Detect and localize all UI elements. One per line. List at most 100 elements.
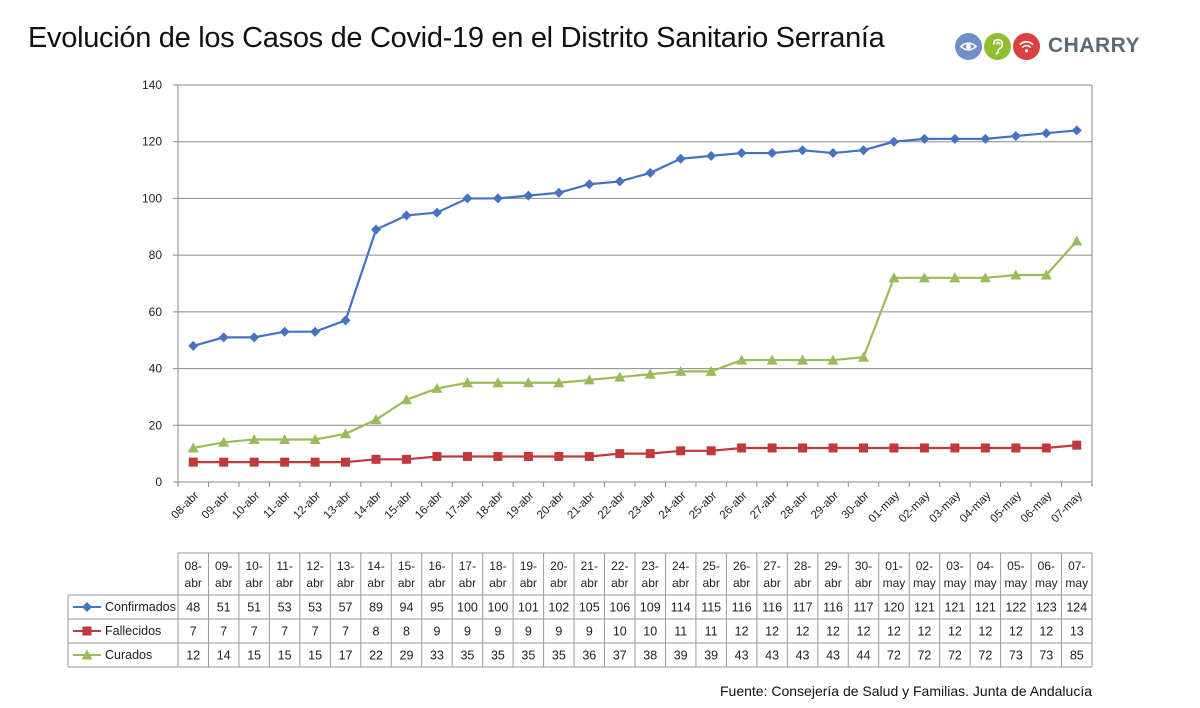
data-point-confirmados <box>553 187 564 198</box>
data-point-confirmados <box>614 176 625 187</box>
data-point-curados <box>675 365 687 376</box>
table-value-confirmados: 53 <box>278 601 292 615</box>
data-point-curados <box>461 377 473 388</box>
x-tick-label: 02-may <box>897 489 933 525</box>
x-tick-label: 03-may <box>927 489 963 525</box>
x-tick-label: 28-abr <box>779 490 811 522</box>
data-point-confirmados <box>1071 125 1082 136</box>
table-value-confirmados: 100 <box>457 601 478 615</box>
table-header-cell: 06- <box>1038 559 1055 573</box>
table-header-cell: 02- <box>916 559 933 573</box>
table-value-curados: 73 <box>1039 649 1053 663</box>
y-tick-label: 140 <box>142 78 162 92</box>
x-tick-label: 12-abr <box>291 490 323 522</box>
data-point-fallecidos <box>432 451 442 461</box>
x-tick-label: 22-abr <box>596 490 628 522</box>
y-tick-label: 20 <box>149 418 163 432</box>
table-header-cell: abr <box>215 576 232 590</box>
data-point-confirmados <box>828 148 839 159</box>
table-header-cell: 29- <box>824 559 841 573</box>
data-point-fallecidos <box>737 443 747 453</box>
table-value-confirmados: 117 <box>793 601 813 615</box>
series-line-curados <box>193 240 1078 450</box>
table-value-curados: 39 <box>674 649 688 663</box>
data-point-curados <box>614 371 626 382</box>
data-point-fallecidos <box>341 457 351 467</box>
data-point-fallecidos <box>523 451 533 461</box>
table-value-fallecidos: 12 <box>978 625 992 639</box>
x-tick-label: 25-abr <box>687 490 719 522</box>
y-tick-label: 100 <box>142 191 162 205</box>
data-point-curados <box>248 433 260 444</box>
x-tick-label: 13-abr <box>322 490 354 522</box>
table-value-fallecidos: 10 <box>643 625 657 639</box>
legend-label-fallecidos: Fallecidos <box>105 624 161 638</box>
table-header-cell: may <box>883 576 906 590</box>
table-value-curados: 15 <box>308 649 322 663</box>
table-value-fallecidos: 11 <box>674 625 687 639</box>
table-value-fallecidos: 7 <box>281 625 288 639</box>
table-value-curados: 73 <box>1009 649 1023 663</box>
data-point-fallecidos <box>980 443 990 453</box>
table-value-curados: 72 <box>887 649 901 663</box>
data-point-fallecidos <box>767 443 777 453</box>
table-value-curados: 33 <box>430 649 444 663</box>
table-header-cell: abr <box>367 576 384 590</box>
table-value-confirmados: 121 <box>975 601 996 615</box>
series-line-confirmados <box>192 129 1077 347</box>
data-point-curados <box>797 354 809 365</box>
brand-logo: CHARRY <box>955 30 1140 62</box>
data-point-confirmados <box>706 150 717 161</box>
data-point-curados <box>1040 269 1052 280</box>
data-point-confirmados <box>767 148 778 159</box>
data-point-confirmados <box>919 133 930 144</box>
x-tick-label: 14-abr <box>352 490 384 522</box>
data-point-curados <box>187 442 199 453</box>
x-tick-label: 24-abr <box>657 490 689 522</box>
table-header-cell: abr <box>550 576 567 590</box>
x-tick-label: 09-abr <box>200 490 232 522</box>
table-value-fallecidos: 12 <box>887 625 901 639</box>
x-tick-label: 15-abr <box>383 490 415 522</box>
data-point-fallecidos <box>402 454 411 464</box>
data-point-fallecidos <box>1011 443 1021 453</box>
table-value-confirmados: 109 <box>640 601 661 615</box>
table-header-cell: 30- <box>855 559 872 573</box>
table-header-cell: 28- <box>794 559 811 573</box>
data-point-fallecidos <box>554 451 564 461</box>
data-point-confirmados <box>980 133 991 144</box>
table-value-fallecidos: 7 <box>251 625 258 639</box>
table-header-cell: abr <box>185 576 202 590</box>
data-point-fallecidos <box>919 443 929 453</box>
data-point-fallecidos <box>859 443 868 453</box>
data-point-curados <box>431 382 443 393</box>
data-point-fallecidos <box>280 457 290 467</box>
table-value-curados: 38 <box>643 649 657 663</box>
data-point-confirmados <box>431 207 442 218</box>
table-header-cell: 16- <box>428 559 445 573</box>
y-tick-label: 60 <box>149 305 163 319</box>
legend-label-curados: Curados <box>105 648 152 662</box>
data-point-curados <box>644 368 656 379</box>
table-value-fallecidos: 12 <box>857 625 871 639</box>
table-header-cell: abr <box>489 576 506 590</box>
data-point-curados <box>949 272 961 283</box>
y-tick-label: 80 <box>149 248 163 262</box>
data-point-curados <box>1071 235 1083 246</box>
table-value-confirmados: 114 <box>671 601 691 615</box>
table-value-fallecidos: 11 <box>705 625 718 639</box>
data-point-fallecidos <box>584 451 594 461</box>
data-point-fallecidos <box>249 457 259 467</box>
data-point-confirmados <box>188 340 199 351</box>
table-header-cell: 18- <box>489 559 506 573</box>
table-value-curados: 17 <box>339 649 353 663</box>
table-header-cell: 15- <box>398 559 415 573</box>
data-point-fallecidos <box>1072 440 1082 450</box>
table-value-confirmados: 101 <box>518 601 539 615</box>
data-point-curados <box>279 433 291 444</box>
wifi-icon <box>1013 32 1040 60</box>
data-point-confirmados <box>1041 128 1052 139</box>
x-tick-label: 26-abr <box>718 490 750 522</box>
table-value-fallecidos: 9 <box>433 625 440 639</box>
table-value-curados: 72 <box>917 649 931 663</box>
